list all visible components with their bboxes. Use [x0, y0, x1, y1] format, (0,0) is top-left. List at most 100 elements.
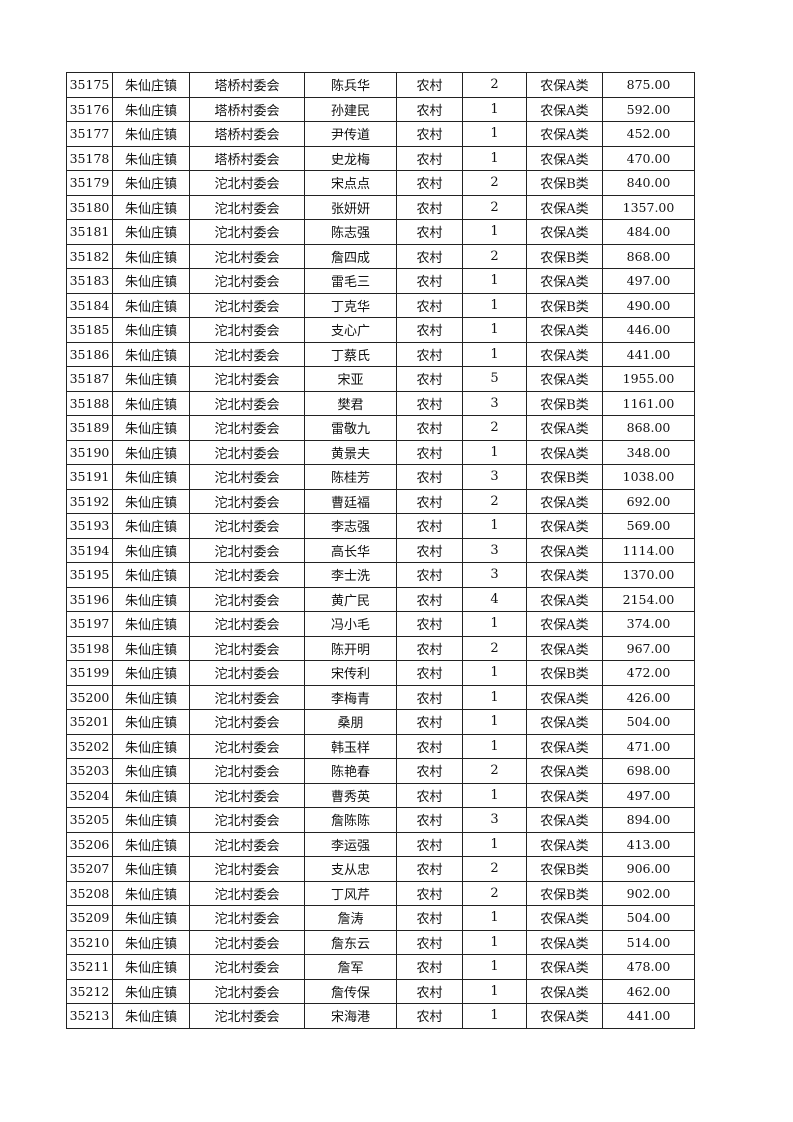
- cell-type: 农村: [396, 954, 463, 980]
- cell-type: 农村: [396, 586, 463, 612]
- table-row: 35175 朱仙庄镇 塔桥村委会 陈兵华 农村 2 农保A类 875.00: [66, 72, 695, 98]
- cell-name: 支心广: [304, 317, 397, 343]
- table-row: 35204 朱仙庄镇 沱北村委会 曹秀英 农村 1 农保A类 497.00: [66, 782, 695, 808]
- cell-count: 2: [462, 635, 527, 661]
- cell-name: 陈兵华: [304, 72, 397, 98]
- cell-count: 1: [462, 954, 527, 980]
- cell-count: 1: [462, 831, 527, 857]
- table-row: 35207 朱仙庄镇 沱北村委会 支从忠 农村 2 农保B类 906.00: [66, 856, 695, 882]
- cell-amount: 894.00: [602, 807, 695, 833]
- cell-amount: 840.00: [602, 170, 695, 196]
- cell-village: 沱北村委会: [189, 243, 305, 269]
- cell-name: 陈桂芳: [304, 464, 397, 490]
- cell-amount: 875.00: [602, 72, 695, 98]
- cell-amount: 868.00: [602, 243, 695, 269]
- cell-amount: 1114.00: [602, 537, 695, 563]
- cell-village: 塔桥村委会: [189, 96, 305, 122]
- cell-town: 朱仙庄镇: [112, 170, 190, 196]
- cell-count: 1: [462, 439, 527, 465]
- cell-id: 35188: [66, 390, 113, 416]
- cell-town: 朱仙庄镇: [112, 929, 190, 955]
- cell-amount: 1038.00: [602, 464, 695, 490]
- cell-type: 农村: [396, 341, 463, 367]
- cell-town: 朱仙庄镇: [112, 660, 190, 686]
- cell-village: 沱北村委会: [189, 268, 305, 294]
- cell-amount: 2154.00: [602, 586, 695, 612]
- cell-type: 农村: [396, 684, 463, 710]
- cell-id: 35180: [66, 194, 113, 220]
- cell-amount: 967.00: [602, 635, 695, 661]
- cell-amount: 868.00: [602, 415, 695, 441]
- cell-category: 农保B类: [526, 660, 603, 686]
- cell-count: 1: [462, 96, 527, 122]
- cell-village: 沱北村委会: [189, 170, 305, 196]
- cell-count: 1: [462, 684, 527, 710]
- cell-category: 农保B类: [526, 464, 603, 490]
- table-row: 35189 朱仙庄镇 沱北村委会 雷敬九 农村 2 农保A类 868.00: [66, 415, 695, 441]
- cell-type: 农村: [396, 415, 463, 441]
- cell-village: 沱北村委会: [189, 684, 305, 710]
- cell-town: 朱仙庄镇: [112, 684, 190, 710]
- cell-category: 农保A类: [526, 341, 603, 367]
- cell-count: 1: [462, 121, 527, 147]
- cell-count: 1: [462, 292, 527, 318]
- table-row: 35195 朱仙庄镇 沱北村委会 李士洗 农村 3 农保A类 1370.00: [66, 562, 695, 588]
- table-row: 35187 朱仙庄镇 沱北村委会 宋亚 农村 5 农保A类 1955.00: [66, 366, 695, 392]
- cell-id: 35199: [66, 660, 113, 686]
- cell-id: 35208: [66, 880, 113, 906]
- cell-type: 农村: [396, 978, 463, 1004]
- cell-amount: 446.00: [602, 317, 695, 343]
- cell-type: 农村: [396, 733, 463, 759]
- cell-village: 沱北村委会: [189, 978, 305, 1004]
- cell-id: 35204: [66, 782, 113, 808]
- cell-category: 农保A类: [526, 537, 603, 563]
- table-row: 35213 朱仙庄镇 沱北村委会 宋海港 农村 1 农保A类 441.00: [66, 1003, 695, 1029]
- cell-name: 李运强: [304, 831, 397, 857]
- cell-type: 农村: [396, 562, 463, 588]
- cell-category: 农保A类: [526, 831, 603, 857]
- cell-type: 农村: [396, 292, 463, 318]
- cell-id: 35185: [66, 317, 113, 343]
- cell-town: 朱仙庄镇: [112, 145, 190, 171]
- cell-village: 沱北村委会: [189, 709, 305, 735]
- cell-village: 沱北村委会: [189, 390, 305, 416]
- cell-count: 2: [462, 194, 527, 220]
- cell-town: 朱仙庄镇: [112, 513, 190, 539]
- cell-type: 农村: [396, 660, 463, 686]
- cell-amount: 504.00: [602, 905, 695, 931]
- cell-type: 农村: [396, 782, 463, 808]
- cell-village: 沱北村委会: [189, 292, 305, 318]
- cell-id: 35184: [66, 292, 113, 318]
- cell-type: 农村: [396, 194, 463, 220]
- cell-amount: 441.00: [602, 1003, 695, 1029]
- cell-amount: 470.00: [602, 145, 695, 171]
- cell-town: 朱仙庄镇: [112, 317, 190, 343]
- cell-amount: 692.00: [602, 488, 695, 514]
- cell-id: 35200: [66, 684, 113, 710]
- cell-id: 35176: [66, 96, 113, 122]
- cell-town: 朱仙庄镇: [112, 194, 190, 220]
- cell-amount: 413.00: [602, 831, 695, 857]
- cell-count: 1: [462, 733, 527, 759]
- cell-amount: 569.00: [602, 513, 695, 539]
- cell-count: 1: [462, 317, 527, 343]
- cell-name: 詹东云: [304, 929, 397, 955]
- cell-name: 黄景夫: [304, 439, 397, 465]
- cell-town: 朱仙庄镇: [112, 709, 190, 735]
- cell-name: 曹廷福: [304, 488, 397, 514]
- cell-category: 农保A类: [526, 807, 603, 833]
- cell-id: 35194: [66, 537, 113, 563]
- table-row: 35200 朱仙庄镇 沱北村委会 李梅青 农村 1 农保A类 426.00: [66, 684, 695, 710]
- cell-village: 沱北村委会: [189, 513, 305, 539]
- cell-count: 2: [462, 72, 527, 98]
- cell-name: 陈艳春: [304, 758, 397, 784]
- cell-name: 詹涛: [304, 905, 397, 931]
- table-row: 35212 朱仙庄镇 沱北村委会 詹传保 农村 1 农保A类 462.00: [66, 978, 695, 1004]
- cell-town: 朱仙庄镇: [112, 366, 190, 392]
- cell-category: 农保A类: [526, 194, 603, 220]
- cell-id: 35190: [66, 439, 113, 465]
- cell-category: 农保A类: [526, 219, 603, 245]
- cell-type: 农村: [396, 513, 463, 539]
- cell-category: 农保B类: [526, 292, 603, 318]
- cell-category: 农保A类: [526, 72, 603, 98]
